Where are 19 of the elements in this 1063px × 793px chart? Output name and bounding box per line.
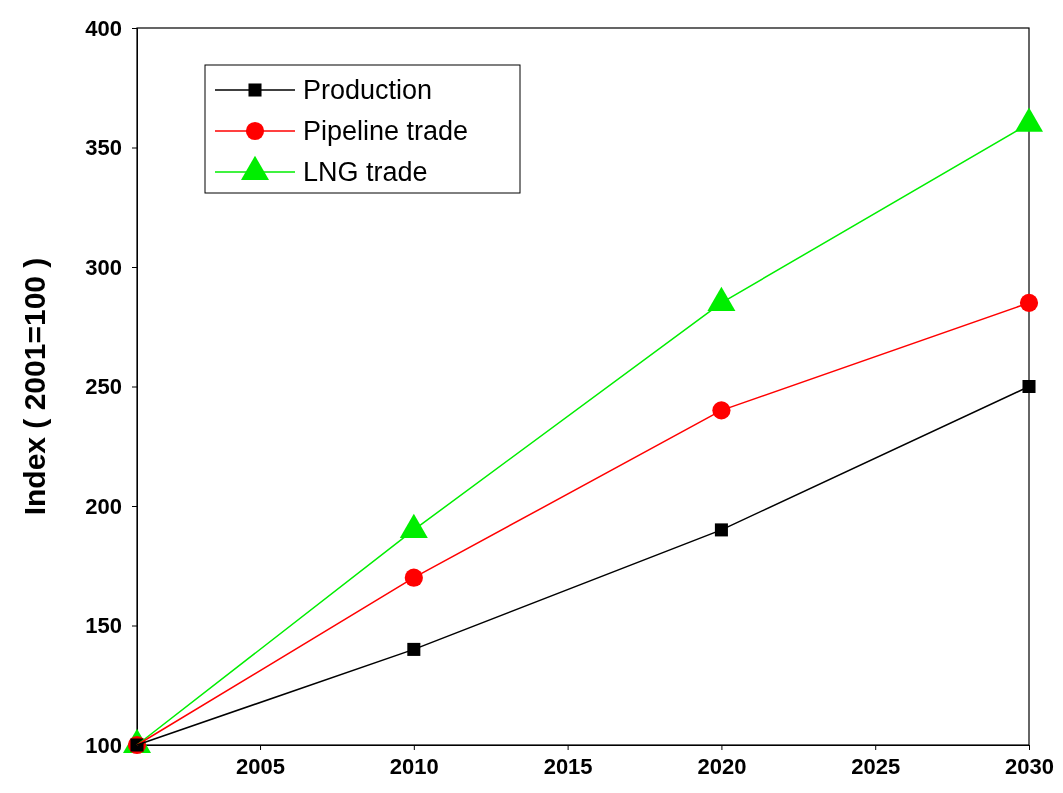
y-tick-label: 200 xyxy=(85,493,122,519)
y-tick-label: 400 xyxy=(85,15,122,41)
x-tick-label: 2010 xyxy=(389,753,439,779)
point xyxy=(1019,293,1039,312)
y-tick-label: 150 xyxy=(85,613,122,639)
x-tick-label: 2025 xyxy=(851,753,901,779)
legend-label: LNG trade xyxy=(303,157,428,187)
x-tick-label: 2020 xyxy=(697,753,747,779)
y-tick-label: 250 xyxy=(85,374,122,400)
legend-label: Pipeline trade xyxy=(303,116,469,146)
legend-label: Production xyxy=(303,75,433,105)
y-tick-label: 300 xyxy=(85,254,122,280)
x-tick-label: 2015 xyxy=(543,753,593,779)
y-tick-label: 350 xyxy=(85,135,122,161)
y-tick-label: 100 xyxy=(85,732,122,758)
point xyxy=(1022,379,1036,394)
y-axis-title: Index ( 2001=100 ) xyxy=(18,257,51,516)
x-tick-label: 2005 xyxy=(236,753,286,779)
x-tick-label: 2030 xyxy=(1005,753,1054,779)
